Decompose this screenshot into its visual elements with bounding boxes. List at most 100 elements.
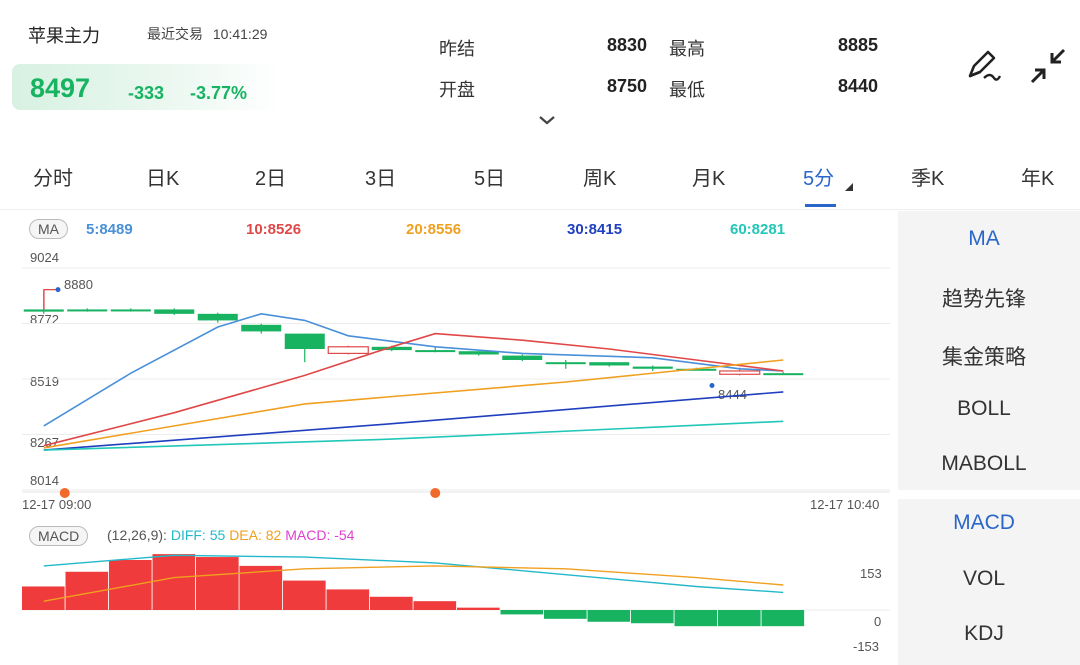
macd-tag[interactable]: MACD: [29, 526, 89, 546]
candle-body: [458, 351, 499, 355]
indicator-macd[interactable]: MACD: [953, 511, 1015, 534]
tabs-divider: [0, 209, 1080, 210]
y-tick-label: 8014: [30, 473, 59, 488]
collapse-fullscreen-icon[interactable]: [1028, 46, 1068, 91]
event-marker: [59, 488, 70, 498]
max-price-label: 8880: [64, 277, 93, 292]
macd-bar: [631, 610, 674, 624]
candle-body: [110, 309, 151, 312]
ma10-value: 10:8526: [246, 221, 302, 238]
tab-week-k[interactable]: 周K: [583, 168, 617, 190]
min-marker-dot: [709, 382, 715, 388]
expand-chevron-icon[interactable]: [538, 112, 556, 130]
macd-bar: [674, 610, 718, 627]
max-marker-line: [43, 289, 56, 310]
last-trade-time: 10:41:29: [212, 26, 268, 42]
symbol-name[interactable]: 苹果主力: [28, 26, 100, 46]
ma20-value: 20:8556: [406, 221, 462, 238]
ma-line-ma10: [43, 332, 784, 447]
macd-params: (12,26,9):: [107, 527, 167, 543]
max-marker-dot: [55, 287, 61, 293]
event-marker: [430, 488, 441, 498]
ma60-value: 60:8281: [730, 221, 786, 238]
low-label: 最低: [669, 80, 705, 100]
macd-bar: [326, 589, 370, 610]
tab-season-k[interactable]: 季K: [911, 168, 945, 190]
indicator-panel: [898, 211, 1080, 665]
candle-body: [545, 362, 586, 365]
tab-5day[interactable]: 5日: [474, 168, 506, 190]
ma-line-ma5: [43, 312, 784, 427]
ma-line-ma20: [43, 359, 784, 449]
ma5-value: 5:8489: [86, 221, 133, 238]
macd-diff: DIFF: 55: [170, 527, 226, 543]
tab-2day[interactable]: 2日: [255, 168, 287, 190]
candle-body: [23, 309, 64, 312]
candle-body: [719, 370, 761, 375]
tab-3day[interactable]: 3日: [365, 168, 397, 190]
indicator-boll[interactable]: BOLL: [957, 397, 1011, 420]
macd-bar: [370, 596, 413, 610]
macd-bar: [283, 580, 326, 610]
macd-bar: [152, 554, 196, 610]
macd-y-tick: 153: [860, 566, 882, 581]
candle-body: [371, 346, 412, 351]
candle-body: [284, 333, 325, 349]
macd-bar: [761, 610, 805, 627]
macd-bar: [413, 601, 457, 610]
indicator-ma[interactable]: MA: [968, 227, 1000, 250]
high-value: 8885: [837, 35, 878, 55]
prev-settle-label: 昨结: [439, 39, 475, 59]
macd-y-tick: 0: [874, 614, 882, 629]
current-price: 8497: [30, 73, 91, 103]
open-value: 8750: [606, 76, 647, 96]
indicator-trend-pioneer[interactable]: 趋势先锋: [942, 288, 1026, 311]
tab-year-k[interactable]: 年K: [1021, 168, 1055, 190]
macd-dea-line: [43, 565, 784, 602]
macd-bar: [544, 610, 587, 619]
tab-day-k[interactable]: 日K: [146, 168, 180, 190]
price-change-percent: -3.77%: [190, 83, 248, 103]
ma-tag[interactable]: MA: [29, 219, 68, 239]
tab-timeshare[interactable]: 分时: [33, 168, 73, 190]
high-label: 最高: [669, 39, 705, 59]
candle-body: [197, 313, 238, 321]
tab-month-k[interactable]: 月K: [692, 168, 726, 190]
indicator-maboll[interactable]: MABOLL: [941, 452, 1027, 475]
candle-body: [632, 366, 673, 369]
macd-bar: [196, 557, 239, 610]
candle-body: [67, 309, 108, 312]
candle-body: [676, 368, 717, 371]
candle-body: [154, 309, 195, 314]
candle-body: [589, 362, 630, 366]
ma-line-ma30: [43, 391, 784, 451]
draw-pen-icon[interactable]: [962, 44, 1004, 91]
indicator-kdj[interactable]: KDJ: [964, 622, 1004, 645]
macd-diff-line: [43, 554, 784, 594]
price-change: -333: [128, 83, 165, 103]
period-dropdown-icon[interactable]: [845, 183, 853, 191]
active-tab-indicator: [805, 204, 836, 207]
last-trade-label: 最近交易: [147, 26, 203, 42]
ma30-value: 30:8415: [567, 221, 623, 238]
y-tick-label: 8519: [30, 374, 59, 389]
macd-bar: [718, 610, 761, 627]
candle-body: [327, 346, 369, 354]
period-tabs: 分时 日K 2日 3日 5日 周K 月K 5分 季K 年K: [0, 148, 1080, 204]
candle-body: [415, 350, 456, 353]
candle-body: [763, 373, 804, 376]
macd-legend: (12,26,9): DIFF: 55 DEA: 82 MACD: -54: [107, 527, 354, 543]
macd-dea: DEA: 82: [229, 527, 282, 543]
indicator-vol[interactable]: VOL: [962, 567, 1006, 590]
macd-bar: [500, 610, 544, 615]
prev-settle-value: 8830: [606, 35, 647, 55]
x-end-label: 12-17 10:40: [810, 497, 880, 512]
tab-5min[interactable]: 5分: [803, 168, 835, 190]
last-trade-info: 最近交易 10:41:29: [147, 24, 267, 44]
min-price-label: 8444: [718, 387, 747, 402]
panel-separator: [898, 490, 1080, 499]
indicator-fund-strategy[interactable]: 集金策略: [942, 346, 1026, 369]
macd-bar: [22, 586, 65, 610]
